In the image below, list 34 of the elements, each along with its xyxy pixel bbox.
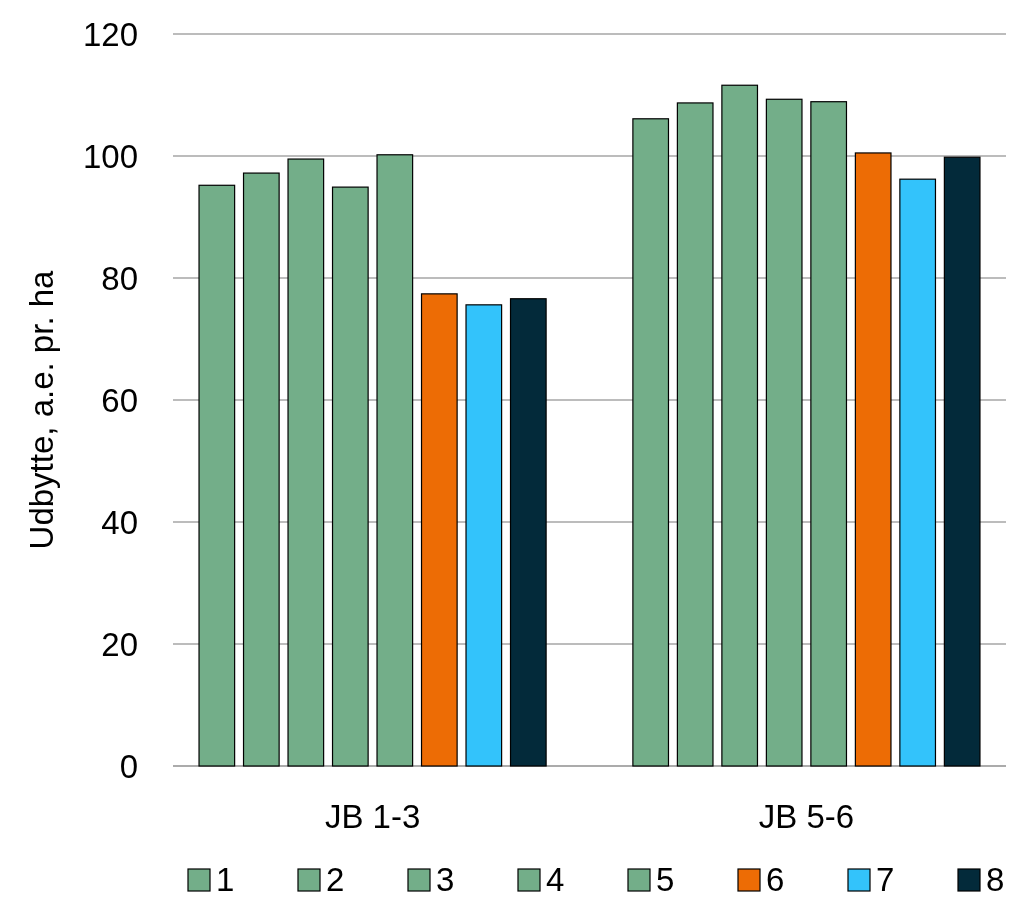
- bar: [242, 172, 280, 767]
- bar: [465, 304, 503, 767]
- y-tick-label: 0: [119, 747, 138, 785]
- bar: [509, 298, 547, 767]
- bar: [810, 101, 848, 767]
- bar: [632, 118, 670, 767]
- bar: [854, 152, 892, 767]
- legend-label: 4: [546, 861, 565, 898]
- bar: [420, 293, 458, 767]
- bar: [198, 184, 236, 767]
- legend-label: 5: [656, 861, 675, 898]
- bar: [765, 98, 803, 767]
- y-tick-label: 60: [101, 381, 138, 419]
- y-tick-label: 120: [82, 15, 138, 53]
- bar: [899, 178, 937, 767]
- x-tick-label: JB 5-6: [758, 798, 855, 835]
- y-tick-label: 40: [101, 503, 138, 541]
- bar: [376, 154, 414, 767]
- bar: [676, 102, 714, 767]
- x-tick-label: JB 1-3: [324, 798, 421, 835]
- legend-label: 8: [986, 861, 1005, 898]
- legend-label: 1: [216, 861, 235, 898]
- y-tick-label: 80: [101, 259, 138, 297]
- legend-label: 2: [326, 861, 345, 898]
- y-axis-title: Udbytte, a.e. pr. ha: [23, 269, 60, 550]
- legend-label: 3: [436, 861, 455, 898]
- bar: [721, 84, 759, 767]
- bar: [331, 186, 369, 767]
- y-tick-label: 20: [101, 625, 138, 663]
- legend-label: 6: [766, 861, 785, 898]
- y-tick-label: 100: [82, 137, 138, 175]
- bar: [287, 158, 325, 767]
- bar: [943, 156, 981, 767]
- legend-label: 7: [876, 861, 895, 898]
